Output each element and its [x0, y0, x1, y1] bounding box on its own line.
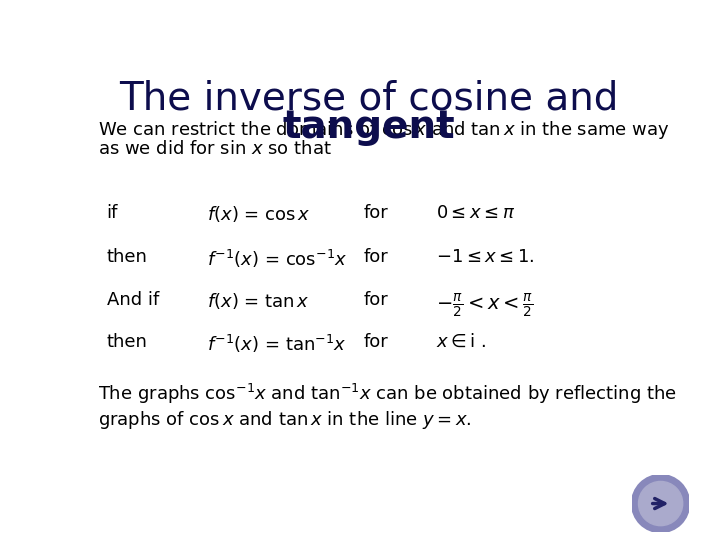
- Text: And if: And if: [107, 292, 159, 309]
- Text: $f(x)$ = cos$\,x$: $f(x)$ = cos$\,x$: [207, 204, 311, 224]
- Text: $-\frac{\pi}{2} < x < \frac{\pi}{2}$: $-\frac{\pi}{2} < x < \frac{\pi}{2}$: [436, 292, 534, 320]
- Text: tangent: tangent: [283, 109, 455, 146]
- Text: $x \in \mathrm{i}$ .: $x \in \mathrm{i}$ .: [436, 333, 486, 351]
- Text: then: then: [107, 248, 148, 266]
- Text: $f^{-1}(x)$ = tan$^{-1}x$: $f^{-1}(x)$ = tan$^{-1}x$: [207, 333, 347, 355]
- Text: for: for: [364, 292, 388, 309]
- Text: $0 \leq x \leq \pi$: $0 \leq x \leq \pi$: [436, 204, 516, 222]
- Text: then: then: [107, 333, 148, 351]
- Text: $-1 \leq x \leq 1.$: $-1 \leq x \leq 1.$: [436, 248, 534, 266]
- Text: as we did for sin $x$ so that: as we did for sin $x$ so that: [99, 140, 332, 158]
- Circle shape: [639, 482, 683, 525]
- Text: for: for: [364, 333, 388, 351]
- Text: for: for: [364, 204, 388, 222]
- Text: if: if: [107, 204, 118, 222]
- Text: The graphs cos$^{-1}x$ and tan$^{-1}x$ can be obtained by reflecting the: The graphs cos$^{-1}x$ and tan$^{-1}x$ c…: [99, 382, 678, 406]
- Text: The inverse of cosine and: The inverse of cosine and: [120, 79, 618, 117]
- Text: We can restrict the domains of cos$\,x$ and tan$\,x$ in the same way: We can restrict the domains of cos$\,x$ …: [99, 119, 670, 141]
- Circle shape: [635, 478, 686, 529]
- Text: $f(x)$ = tan$\,x$: $f(x)$ = tan$\,x$: [207, 292, 310, 312]
- Text: $f^{-1}(x)$ = cos$^{-1}x$: $f^{-1}(x)$ = cos$^{-1}x$: [207, 248, 348, 270]
- Text: for: for: [364, 248, 388, 266]
- Text: graphs of cos$\,x$ and tan$\,x$ in the line $y = x$.: graphs of cos$\,x$ and tan$\,x$ in the l…: [99, 409, 472, 431]
